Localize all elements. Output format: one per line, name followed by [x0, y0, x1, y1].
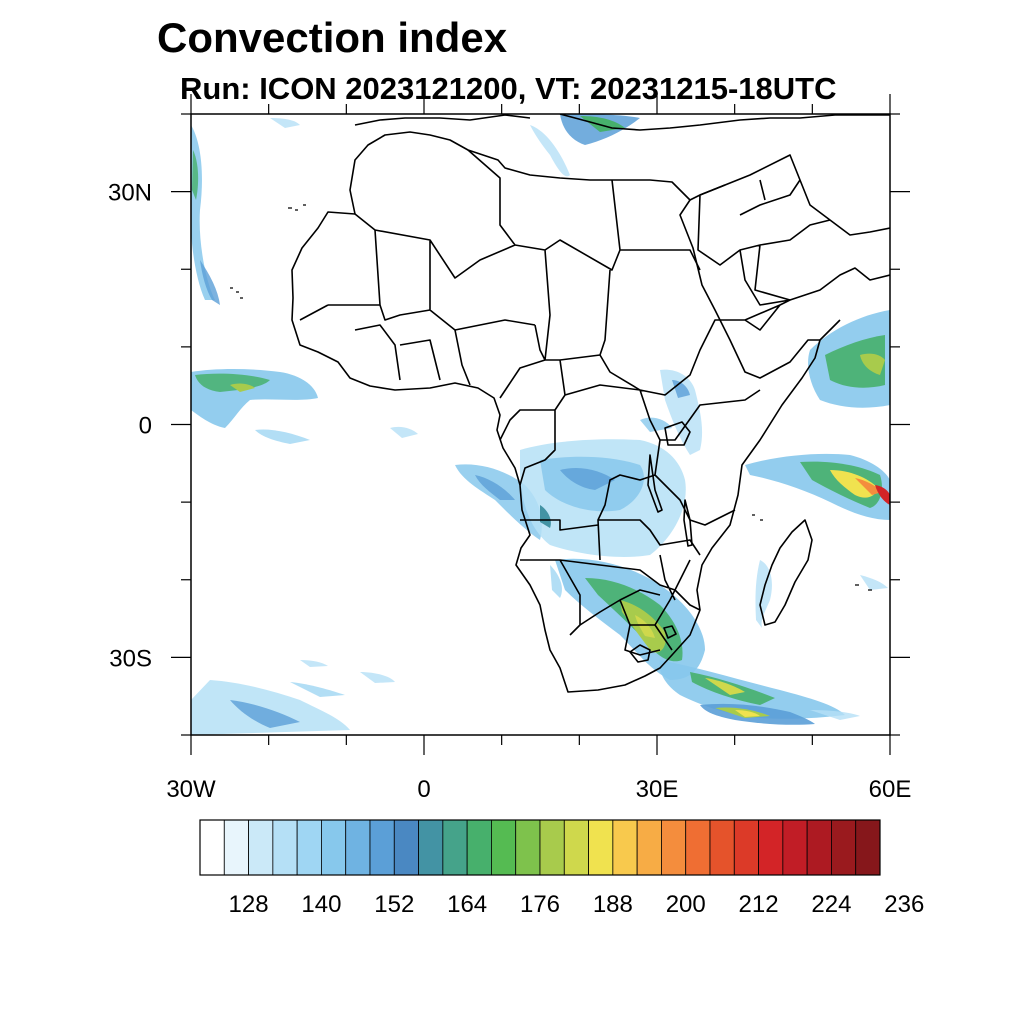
colorbar-swatch — [296, 819, 322, 876]
map-title: Convection index — [157, 14, 508, 61]
lake-tanganyika — [647, 454, 663, 513]
colorbar-label: 236 — [884, 891, 924, 918]
field-region-arabian-sea — [808, 310, 890, 408]
colorbar-swatch — [661, 819, 687, 876]
colorbar-label: 176 — [520, 891, 560, 918]
colorbar-swatch — [539, 819, 565, 876]
canary-islands — [288, 204, 306, 211]
map-frame — [190, 113, 891, 736]
colorbar-swatch — [491, 819, 517, 876]
x-tick-label: 0 — [417, 776, 430, 803]
cape-verde — [230, 287, 243, 299]
colorbar-label: 188 — [593, 891, 633, 918]
colorbar-swatch — [758, 819, 784, 876]
convection-field — [191, 114, 890, 735]
coastline-arabia — [699, 154, 890, 306]
x-tick-label: 30W — [166, 776, 216, 803]
border-eswatini — [663, 625, 677, 639]
colorbar-swatch — [515, 819, 541, 876]
field-region-atlantic-nw — [191, 125, 220, 305]
y-tick-label: 30S — [109, 645, 152, 672]
coastline-madagascar — [759, 519, 813, 626]
x-tick-label: 30E — [636, 776, 679, 803]
field-region-madagascar-east — [745, 453, 890, 628]
map-boundaries — [230, 114, 890, 693]
comoros — [752, 514, 763, 521]
field-region-southern-africa — [550, 558, 705, 680]
border-lesotho — [629, 644, 651, 663]
colorbar-swatch — [418, 819, 444, 876]
colorbar-swatch — [248, 819, 274, 876]
colorbar-frame — [199, 819, 881, 876]
colorbar-swatch — [345, 819, 371, 876]
colorbar-swatch — [612, 819, 638, 876]
field-region-atlantic-equatorial — [191, 369, 418, 444]
colorbar-swatch — [685, 819, 711, 876]
border-lines — [299, 149, 841, 656]
colorbar-swatch — [709, 819, 735, 876]
colorbar-label: 164 — [447, 891, 487, 918]
colorbar-swatch — [393, 819, 419, 876]
colorbar: 128 140 152 164 176 188 200 212 224 236 — [199, 819, 924, 918]
colorbar-swatch — [272, 819, 298, 876]
colorbar-label: 128 — [229, 891, 269, 918]
colorbar-swatch — [199, 819, 225, 876]
colorbar-swatch — [223, 819, 249, 876]
colorbar-swatch — [855, 819, 881, 876]
colorbar-swatch — [369, 819, 395, 876]
mascarene — [855, 584, 872, 591]
coastline-africa — [291, 131, 821, 693]
colorbar-label: 152 — [374, 891, 414, 918]
colorbar-label: 200 — [666, 891, 706, 918]
colorbar-swatch — [733, 819, 759, 876]
field-region-east-mediterranean — [270, 114, 640, 177]
colorbar-swatch — [466, 819, 492, 876]
colorbar-swatch — [782, 819, 808, 876]
x-tick-label: 60E — [869, 776, 912, 803]
map-subtitle: Run: ICON 2023121200, VT: 20231215-18UTC — [180, 71, 837, 106]
colorbar-label: 212 — [739, 891, 779, 918]
y-tick-label: 0 — [139, 413, 152, 440]
colorbar-swatch — [636, 819, 662, 876]
axis-tick-labels: 30W 0 30E 60E 30N 0 30S — [108, 180, 911, 803]
y-tick-label: 30N — [108, 180, 152, 207]
colorbar-swatch — [563, 819, 589, 876]
colorbar-swatch — [806, 819, 832, 876]
field-region-southeast-ocean — [659, 660, 845, 725]
coastline-mediterranean-north — [354, 114, 890, 131]
colorbar-swatch — [321, 819, 347, 876]
lake-victoria — [664, 421, 691, 446]
colorbar-label: 140 — [301, 891, 341, 918]
colorbar-swatch — [831, 819, 857, 876]
lake-malawi — [683, 499, 693, 547]
field-region-south-atlantic-south — [191, 575, 888, 735]
colorbar-swatch — [588, 819, 614, 876]
colorbar-swatch — [442, 819, 468, 876]
colorbar-label: 224 — [811, 891, 851, 918]
axis-ticks — [171, 94, 910, 755]
field-region-congo — [520, 417, 686, 557]
